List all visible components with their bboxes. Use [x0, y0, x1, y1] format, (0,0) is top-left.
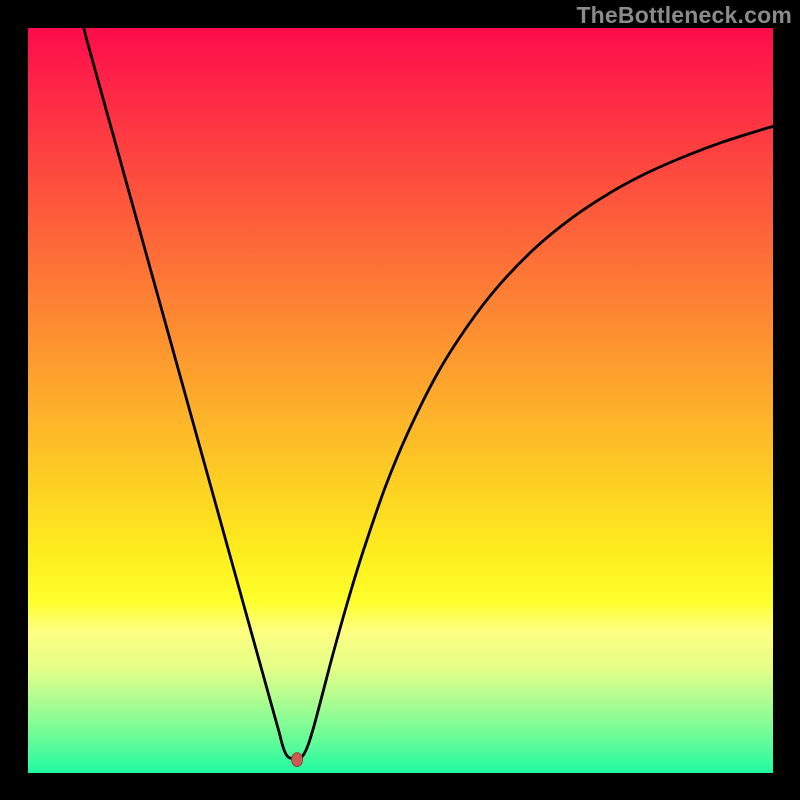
minimum-marker [292, 753, 303, 767]
plot-area [28, 28, 773, 773]
chart-frame: TheBottleneck.com [0, 0, 800, 800]
watermark-text: TheBottleneck.com [576, 2, 792, 29]
chart-svg [28, 28, 773, 773]
gradient-background [28, 28, 773, 773]
